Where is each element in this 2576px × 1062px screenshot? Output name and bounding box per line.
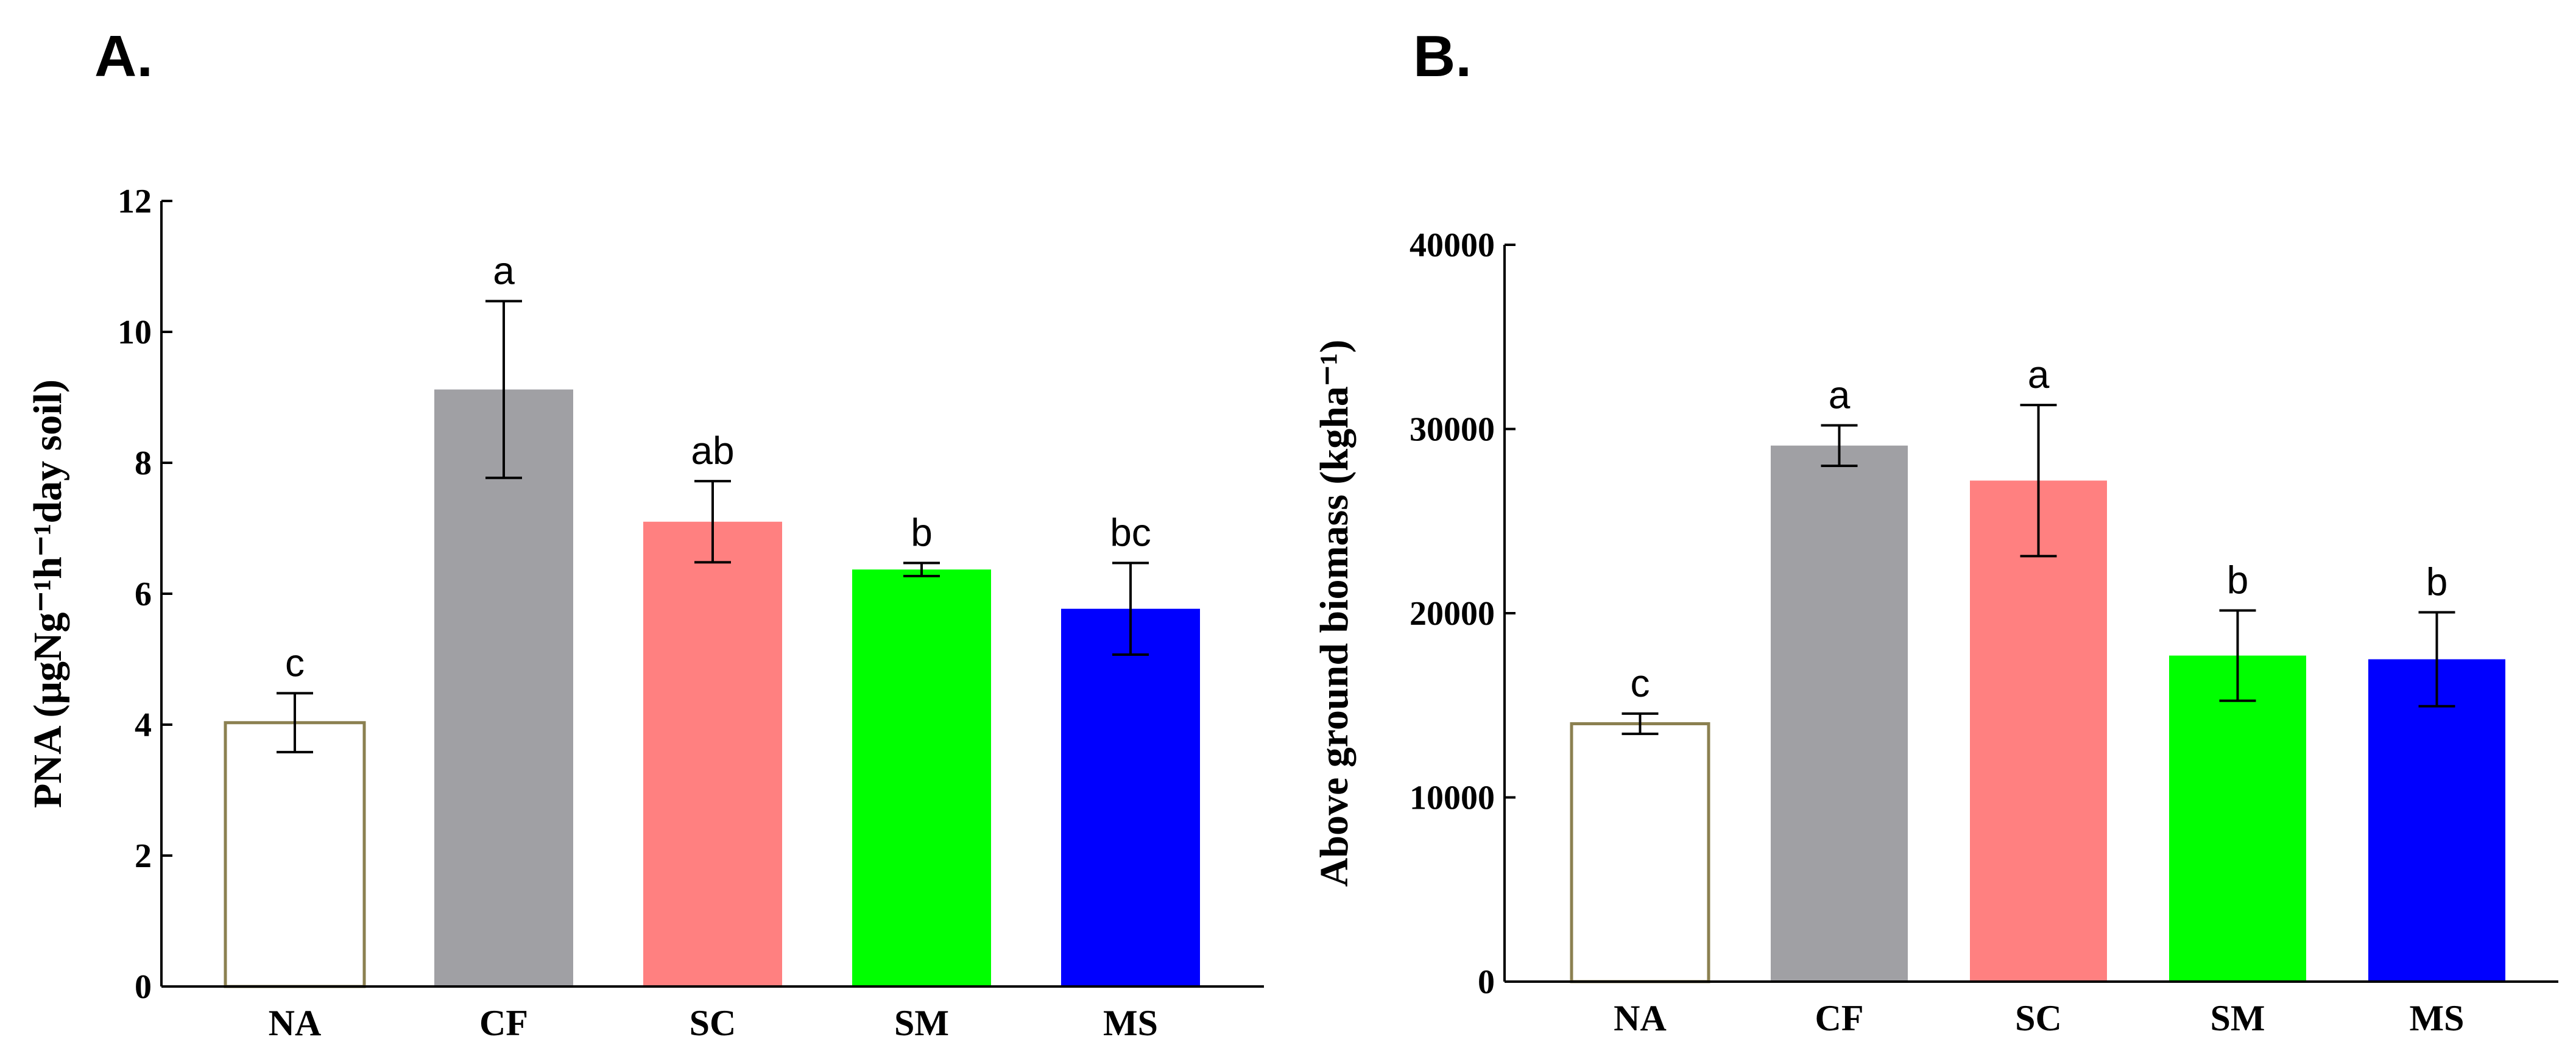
panel-b-x-categories: NA CF SC SM MS [1614, 998, 2464, 1038]
panel-b-bar-sm [2169, 655, 2306, 982]
panel-b-error-bar-cf [1821, 424, 1858, 467]
panel-a-x-categories: NA CF SC SM MS [269, 1003, 1158, 1043]
panel-a-error-bar-na [277, 692, 313, 754]
panel-a-y-tick-label: 10 [118, 314, 152, 351]
panel-a-significance-na: c [285, 641, 305, 684]
panel-a-y-tick-label: 0 [135, 968, 152, 1006]
panel-a-letter: A. [94, 24, 153, 89]
panel-b-category-sm: SM [2211, 998, 2265, 1038]
panel-b-error-bar-ms [2418, 611, 2455, 708]
panel-a-y-tick-label: 4 [135, 706, 152, 744]
panel-b-bar-ms [2368, 659, 2505, 982]
panel-a-bar-sm [852, 569, 991, 986]
panel-a-bar-ms [1061, 608, 1200, 986]
panel-b-y-tick-label: 0 [1478, 963, 1495, 1001]
panel-b-category-na: NA [1614, 998, 1667, 1038]
panel-a-y-ticks: 0 2 4 6 8 10 12 [118, 183, 172, 1006]
panel-b-significance-cf: a [1829, 373, 1851, 417]
panel-b-significance-na: c [1631, 661, 1650, 705]
panel-b-y-ticks: 0 10000 20000 30000 40000 [1410, 227, 1516, 1001]
panel-b-bar-cf [1771, 445, 1908, 982]
panel-a-significance-sc: ab [691, 429, 734, 473]
panel-a-bars [224, 389, 1200, 988]
panel-b-y-axis-title: Above ground biomass (kgha⁻¹) [1312, 340, 1357, 887]
panel-b-y-tick-label: 30000 [1410, 411, 1495, 449]
panel-a-bar-sc [643, 521, 782, 986]
panel-a-error-bar-ms [1112, 561, 1149, 656]
panel-b-category-sc: SC [2015, 998, 2062, 1038]
panel-a-error-bar-sm [903, 561, 940, 577]
panel-b-y-tick-label: 20000 [1410, 595, 1495, 633]
panel-b-error-bar-sm [2219, 609, 2256, 702]
panel-a-error-bars [277, 300, 1149, 754]
panel-a-significance-labels: c a ab b bc [285, 248, 1151, 684]
panel-b-bar-na [1570, 722, 1710, 983]
panel-a-category-cf: CF [479, 1003, 528, 1043]
panel-a-y-tick-label: 8 [135, 445, 152, 482]
panel-a-y-axis-title: PNA (μgNg⁻¹h⁻¹day soil) [26, 379, 70, 808]
panel-b-significance-ms: b [2426, 560, 2448, 603]
panel-a: A. c a ab b bc 0 2 4 6 8 10 12 NA CF SC SM MS PNA (μgN… [26, 24, 1264, 1043]
panel-a-y-tick-label: 12 [118, 183, 152, 220]
panel-a-significance-ms: bc [1110, 510, 1151, 554]
panel-b-y-tick-label: 10000 [1410, 779, 1495, 817]
panel-a-bar-cf [434, 389, 573, 986]
panel-a-bar-na [224, 721, 366, 988]
panel-a-error-bar-cf [485, 300, 522, 479]
panel-b-category-cf: CF [1815, 998, 1864, 1038]
panel-b-bar-sc [1970, 480, 2107, 982]
panel-b-y-tick-label: 40000 [1410, 227, 1495, 264]
panel-b-error-bar-na [1621, 712, 1659, 736]
panel-a-y-tick-label: 6 [135, 575, 152, 613]
panel-a-significance-sm: b [911, 510, 933, 554]
panel-b-significance-sc: a [2028, 353, 2050, 396]
panel-a-category-na: NA [269, 1003, 322, 1043]
panel-b-category-ms: MS [2410, 998, 2465, 1038]
panel-b-significance-sm: b [2227, 558, 2249, 602]
panel-b-significance-labels: c a a b b [1631, 353, 2448, 705]
panel-a-y-tick-label: 2 [135, 837, 152, 875]
panel-a-category-ms: MS [1103, 1003, 1158, 1043]
panel-b-bars [1570, 445, 2505, 983]
panel-a-significance-cf: a [493, 248, 515, 292]
panel-b-error-bar-sc [2020, 404, 2057, 558]
panel-b: B. c a a b b 0 10000 20000 30000 40000 NA CF SC SM M… [1312, 24, 2558, 1038]
panel-b-letter: B. [1413, 24, 1472, 89]
panel-a-category-sm: SM [894, 1003, 949, 1043]
panel-a-error-bar-sc [694, 480, 731, 564]
panel-a-category-sc: SC [690, 1003, 736, 1043]
panel-b-error-bars [1621, 404, 2455, 736]
